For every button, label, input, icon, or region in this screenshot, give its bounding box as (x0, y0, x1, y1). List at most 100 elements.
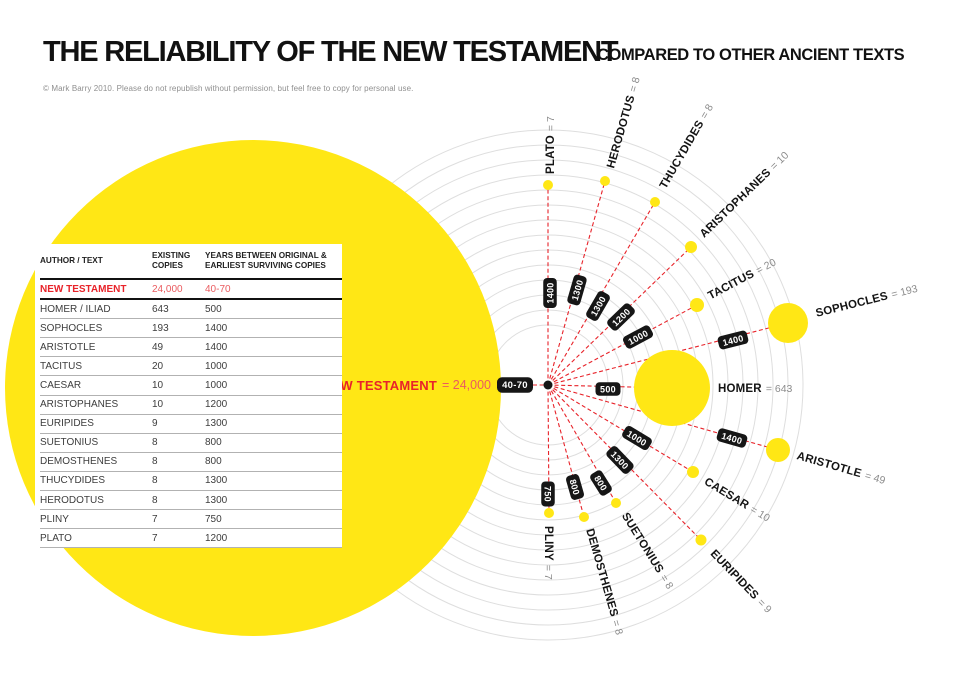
table-row: TACITUS 20 1000 (40, 357, 342, 377)
table-row: SOPHOCLES 193 1400 (40, 319, 342, 339)
year-pill-herodotus: 1300 (567, 274, 587, 306)
page-subtitle: COMPARED TO OTHER ANCIENT TEXTS (597, 46, 905, 64)
svg-text:40-70: 40-70 (502, 380, 528, 391)
svg-text:800: 800 (568, 478, 582, 496)
label-sophocles: SOPHOCLES= 193 (815, 283, 920, 320)
table-row: NEW TESTAMENT 24,000 40-70 (40, 280, 342, 301)
label-tacitus: TACITUS= 20 (706, 256, 778, 302)
bubble-homer (634, 350, 710, 426)
table-row: PLATO 7 1200 (40, 529, 342, 549)
bubble-euripides (695, 534, 707, 546)
table-row: ARISTOPHANES 10 1200 (40, 396, 342, 415)
cell-copies: 20 (152, 360, 164, 372)
cell-years: 750 (205, 513, 222, 525)
table-row: DEMOSTHENES 8 800 (40, 453, 342, 472)
label-pliny: PLINY= 7 (542, 526, 554, 580)
bubble-plato (543, 180, 553, 190)
table-row: ARISTOTLE 49 1400 (40, 338, 342, 358)
cell-years: 1000 (205, 380, 228, 392)
author-labels: PLATO= 7 HERODOTUS= 8 THUCYDIDES= 8 ARIS… (542, 76, 919, 637)
label-euripides: EURIPIDES= 9 (708, 548, 774, 616)
table-row: THUCYDIDES 8 1300 (40, 472, 342, 492)
cell-author: HOMER / ILIAD (40, 303, 111, 315)
svg-text:1400: 1400 (546, 282, 556, 303)
cell-copies: 9 (152, 418, 158, 430)
table-row: EURIPIDES 9 1300 (40, 415, 342, 434)
svg-text:1400: 1400 (722, 333, 745, 348)
bubble-herodotus (600, 176, 610, 186)
label-herodotus: HERODOTUS= 8 (605, 76, 643, 170)
cell-years: 1300 (205, 418, 228, 430)
bubble-caesar (687, 466, 699, 478)
ray-line (547, 322, 789, 386)
year-pill-caesar: 1000 (622, 425, 652, 451)
label-thucydides: THUCYDIDES= 8 (658, 102, 716, 191)
center-year-pill: 40-70 (497, 377, 533, 393)
cell-years: 500 (205, 303, 222, 315)
cell-copies: 24,000 (152, 283, 183, 295)
cell-copies: 8 (152, 456, 158, 468)
ray-line (547, 384, 694, 473)
header-copies: EXISTING COPIES (152, 251, 191, 270)
bubble-sophocles (768, 303, 808, 343)
bubble-suetonius (611, 498, 621, 508)
cell-author: ARISTOTLE (40, 341, 96, 353)
cell-author: HERODOTUS (40, 494, 104, 506)
bubble-pliny (544, 508, 554, 518)
center-dot (543, 380, 553, 390)
cell-years: 1400 (205, 341, 228, 353)
table-row: SUETONIUS 8 800 (40, 434, 342, 453)
cell-years: 1200 (205, 532, 228, 544)
cell-years: 1200 (205, 399, 228, 411)
bubble-aristophanes (685, 241, 697, 253)
author-bubbles (543, 176, 808, 546)
year-pill-aristotle: 1400 (716, 428, 748, 448)
cell-author: ARISTOPHANES (40, 399, 119, 411)
cell-copies: 10 (152, 399, 164, 411)
cell-author: NEW TESTAMENT (40, 283, 127, 295)
table-row: PLINY 7 750 (40, 510, 342, 530)
cell-author: EURIPIDES (40, 418, 94, 430)
credit-line: © Mark Barry 2010. Please do not republi… (43, 84, 414, 93)
bubble-thucydides (650, 197, 660, 207)
year-pill-aristophanes: 1200 (607, 303, 635, 331)
year-pills: 1400 1300 1300 1200 1000 1400 500 1400 1… (541, 274, 749, 507)
label-caesar: CAESAR= 10 (702, 476, 772, 525)
cell-author: TACITUS (40, 360, 83, 372)
cell-author: PLINY (40, 513, 69, 525)
cell-copies: 49 (152, 341, 164, 353)
center-assembly: NEW TESTAMENT = 24,000 40-70 (322, 377, 553, 393)
cell-author: PLATO (40, 532, 72, 544)
cell-years: 40-70 (205, 283, 231, 295)
cell-years: 800 (205, 437, 222, 449)
table-header: AUTHOR / TEXT EXISTING COPIES YEARS BETW… (40, 244, 342, 280)
table-row: HOMER / ILIAD 643 500 (40, 300, 342, 320)
cell-author: DEMOSTHENES (40, 456, 118, 468)
bubble-aristotle (766, 438, 790, 462)
year-pill-homer: 500 (595, 382, 621, 396)
cell-copies: 8 (152, 437, 158, 449)
label-aristophanes: ARISTOPHANES= 10 (698, 149, 792, 240)
cell-author: THUCYDIDES (40, 475, 106, 487)
bubble-demosthenes (579, 512, 589, 522)
cell-author: CAESAR (40, 380, 82, 392)
cell-years: 1000 (205, 360, 228, 372)
cell-copies: 193 (152, 322, 169, 334)
cell-author: SOPHOCLES (40, 322, 103, 334)
cell-years: 1300 (205, 475, 228, 487)
year-pill-pliny: 750 (541, 481, 555, 507)
year-pill-demosthenes: 800 (566, 474, 584, 500)
year-pill-plato: 1400 (543, 278, 557, 308)
data-table: AUTHOR / TEXT EXISTING COPIES YEARS BETW… (35, 244, 342, 549)
year-pill-tacitus: 1000 (622, 325, 654, 349)
label-demosthenes: DEMOSTHENES= 8 (583, 527, 625, 636)
page-title: THE RELIABILITY OF THE NEW TESTAMENT (43, 36, 619, 68)
svg-text:500: 500 (600, 385, 616, 395)
cell-years: 800 (205, 456, 222, 468)
bubble-tacitus (690, 298, 704, 312)
label-homer: HOMER = 643 (718, 383, 793, 395)
header-author: AUTHOR / TEXT (40, 256, 103, 266)
cell-copies: 7 (152, 532, 158, 544)
cell-copies: 643 (152, 303, 169, 315)
label-plato: PLATO= 7 (545, 116, 557, 174)
